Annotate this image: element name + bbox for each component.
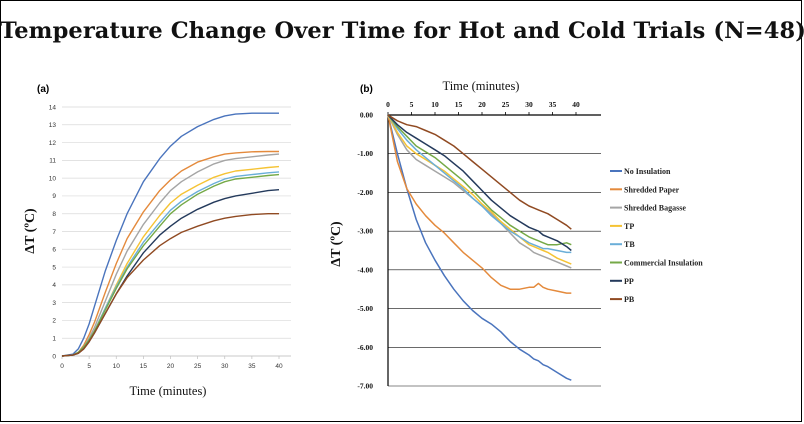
x-tick-label-b: 30 xyxy=(525,100,533,109)
y-tick-label-b: -1.00 xyxy=(357,149,373,158)
x-tick-label-b: 5 xyxy=(410,100,414,109)
series-line-b-tb xyxy=(387,114,572,254)
series-line-b-tp xyxy=(387,114,572,265)
y-tick-label-a: 1 xyxy=(52,336,56,343)
legend-label-no-insulation: No Insulation xyxy=(624,167,671,176)
legend-label-commercial-insulation: Commercial Insulation xyxy=(624,259,703,268)
series-line-b-commercial-insulation xyxy=(387,114,572,246)
x-tick-label-b: 35 xyxy=(549,100,557,109)
y-tick-label-a: 14 xyxy=(49,104,57,111)
x-tick-label-a: 40 xyxy=(275,363,283,370)
y-tick-label-b: -7.00 xyxy=(357,382,373,391)
x-tick-label-b: 0 xyxy=(386,100,390,109)
y-tick-label-a: 2 xyxy=(52,318,56,325)
x-tick-label-a: 20 xyxy=(167,363,175,370)
page-title: Temperature Change Over Time for Hot and… xyxy=(0,18,804,44)
x-tick-label-b: 40 xyxy=(572,100,580,109)
legend-label-pp: PP xyxy=(624,277,634,286)
series-line-a-no-insulation xyxy=(61,112,279,357)
y-axis-title-a: ΔT (ºC) xyxy=(23,208,38,254)
series-line-a-commercial-insulation xyxy=(61,173,280,357)
panel-b-label: (b) xyxy=(360,84,373,95)
y-tick-label-b: -5.00 xyxy=(357,304,373,313)
series-line-a-shredded-paper xyxy=(61,150,279,357)
panel-a-label: (a) xyxy=(37,84,49,95)
y-tick-label-a: 5 xyxy=(52,264,56,271)
x-tick-label-b: 10 xyxy=(431,100,439,109)
x-tick-label-a: 35 xyxy=(248,363,256,370)
series-line-a-pb xyxy=(61,212,279,357)
y-tick-label-b: -6.00 xyxy=(357,343,373,352)
y-tick-label-b: 0.00 xyxy=(360,111,373,120)
y-tick-label-b: -4.00 xyxy=(357,265,373,274)
y-tick-label-a: 3 xyxy=(52,300,56,307)
x-axis-title-b: Time (minutes) xyxy=(443,79,520,93)
y-tick-label-a: 12 xyxy=(49,140,57,147)
x-tick-label-a: 10 xyxy=(113,363,121,370)
legend-label-tb: TB xyxy=(624,240,635,249)
y-tick-label-b: -2.00 xyxy=(357,188,373,197)
legend-label-tp: TP xyxy=(624,222,634,231)
series-line-b-no-insulation xyxy=(387,114,572,381)
legend-label-pb: PB xyxy=(624,295,635,304)
y-tick-label-a: 11 xyxy=(49,158,56,165)
y-tick-label-a: 9 xyxy=(52,193,56,200)
series-line-b-shredded-paper xyxy=(387,114,572,294)
series-line-b-pp xyxy=(387,114,572,252)
x-tick-label-b: 20 xyxy=(478,100,486,109)
x-axis-title-a: Time (minutes) xyxy=(130,384,207,398)
x-tick-label-b: 15 xyxy=(455,100,463,109)
legend-label-shredded-paper: Shredded Paper xyxy=(624,185,680,194)
y-tick-label-b: -3.00 xyxy=(357,227,373,236)
y-tick-label-a: 10 xyxy=(49,175,57,182)
y-tick-label-a: 8 xyxy=(52,211,56,218)
x-tick-label-b: 25 xyxy=(502,100,510,109)
y-tick-label-a: 6 xyxy=(52,247,56,254)
x-tick-label-a: 30 xyxy=(221,363,229,370)
legend-label-shredded-bagasse: Shredded Bagasse xyxy=(624,204,686,213)
x-tick-label-a: 0 xyxy=(60,363,64,370)
series-line-b-pb xyxy=(387,114,572,230)
y-tick-label-a: 0 xyxy=(52,353,56,360)
y-axis-title-b: ΔT (ºC) xyxy=(329,221,344,267)
y-tick-label-a: 13 xyxy=(49,122,57,129)
series-line-b-shredded-bagasse xyxy=(387,114,572,269)
y-tick-label-a: 4 xyxy=(52,282,56,289)
x-tick-label-a: 25 xyxy=(194,363,202,370)
y-tick-label-a: 7 xyxy=(52,229,56,236)
x-tick-label-a: 5 xyxy=(87,363,91,370)
x-tick-label-a: 15 xyxy=(140,363,148,370)
